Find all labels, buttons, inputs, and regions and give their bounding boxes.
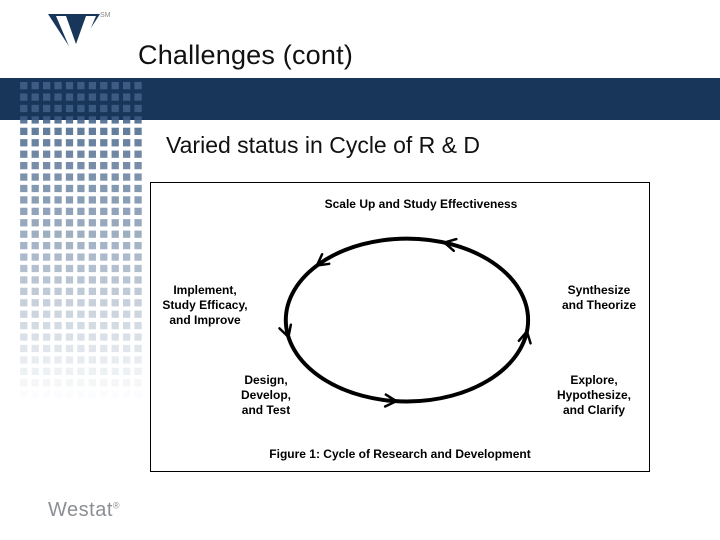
registered-mark: ®	[113, 500, 120, 510]
cycle-diagram: Figure 1: Cycle of Research and Developm…	[150, 182, 650, 472]
slide-title: Challenges (cont)	[138, 40, 353, 71]
diagram-caption: Figure 1: Cycle of Research and Developm…	[151, 447, 649, 461]
cycle-node-scale: Scale Up and Study Effectiveness	[291, 197, 551, 212]
footer-brand: Westat®	[48, 499, 120, 522]
logo-mark	[48, 14, 100, 60]
cycle-node-implement: Implement,Study Efficacy,and Improve	[145, 283, 265, 328]
cycle-node-synth: Synthesizeand Theorize	[549, 283, 649, 313]
header-band	[0, 78, 720, 120]
slide: SM Challenges (cont) Varied status in Cy…	[0, 0, 720, 540]
footer-brand-text: Westat	[48, 499, 113, 521]
slide-subtitle: Varied status in Cycle of R & D	[166, 132, 480, 159]
logo-sm-label: SM	[100, 12, 111, 19]
decorative-squares	[18, 82, 148, 402]
cycle-node-explore: Explore,Hypothesize,and Clarify	[539, 373, 649, 418]
cycle-node-design: Design,Develop,and Test	[221, 373, 311, 418]
